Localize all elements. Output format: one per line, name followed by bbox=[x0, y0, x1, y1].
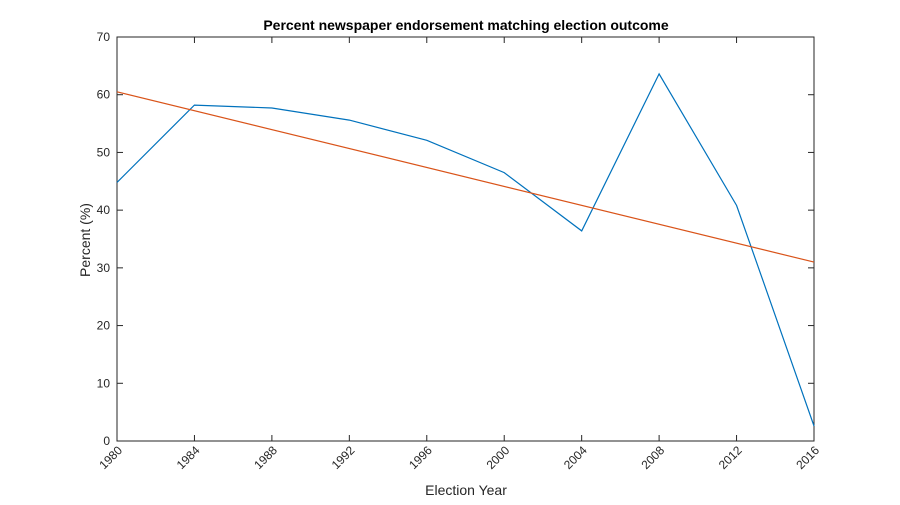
x-tick-label: 2000 bbox=[484, 443, 513, 472]
x-tick-label: 2004 bbox=[561, 443, 590, 472]
y-tick-label: 40 bbox=[97, 203, 111, 217]
y-tick-label: 10 bbox=[97, 376, 111, 390]
x-axis-title: Election Year bbox=[425, 482, 507, 498]
y-tick-label: 60 bbox=[97, 88, 111, 102]
x-tick-label: 2016 bbox=[793, 443, 822, 472]
data-series-line bbox=[116, 72, 815, 427]
trend-line bbox=[116, 91, 815, 263]
x-tick-label: 1988 bbox=[251, 443, 280, 472]
y-tick-label: 70 bbox=[97, 30, 111, 44]
x-tick-label: 1996 bbox=[406, 443, 435, 472]
y-tick-label: 0 bbox=[103, 434, 110, 448]
y-tick-label: 50 bbox=[97, 145, 111, 159]
plot-area: 0 10 20 30 40 50 60 70 1980 1984 1988 1992 1996 2000 2… bbox=[96, 30, 822, 472]
y-tick-label: 30 bbox=[97, 261, 111, 275]
chart-title: Percent newspaper endorsement matching e… bbox=[263, 17, 669, 33]
x-tick-label: 1992 bbox=[329, 443, 358, 472]
plot-frame bbox=[116, 36, 815, 442]
x-tick-label: 1984 bbox=[174, 443, 203, 472]
y-tick-label: 20 bbox=[97, 319, 111, 333]
x-tick-label: 2012 bbox=[716, 443, 745, 472]
y-axis-title: Percent (%) bbox=[77, 203, 93, 277]
x-tick-label: 2008 bbox=[638, 443, 667, 472]
x-tick-label: 1980 bbox=[96, 443, 125, 472]
